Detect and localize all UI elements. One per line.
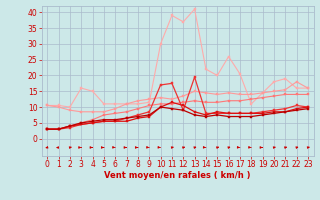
X-axis label: Vent moyen/en rafales ( km/h ): Vent moyen/en rafales ( km/h ) xyxy=(104,171,251,180)
